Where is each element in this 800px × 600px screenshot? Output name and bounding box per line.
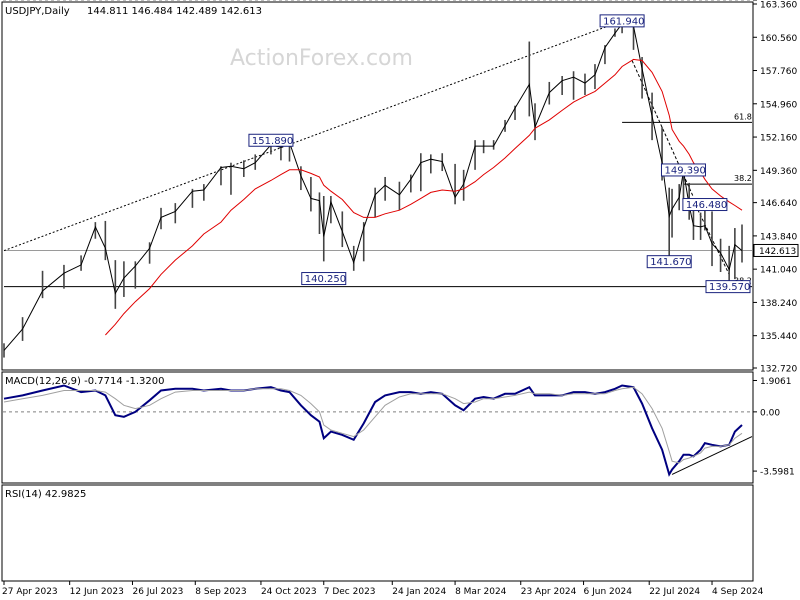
- symbol-label: USDJPY,Daily: [5, 6, 70, 17]
- price-tick-label: 138.240: [760, 299, 797, 309]
- price-label-box: [660, 163, 706, 177]
- macd-tick-label: -3.5981: [760, 468, 795, 478]
- price-tick-label: 160.560: [760, 34, 797, 44]
- price-tick-label: 152.160: [760, 134, 797, 144]
- time-tick-label: 8 Mar 2024: [455, 587, 507, 597]
- price-label-box: [705, 280, 751, 294]
- price-tick-label: 135.440: [760, 332, 797, 342]
- price-label-box: [682, 198, 728, 212]
- price-label-text: 161.940: [603, 16, 644, 27]
- rsi-tick-label: 100: [760, 0, 777, 3]
- price-tick-label: 143.840: [760, 232, 797, 242]
- time-tick-label: 12 Jun 2023: [70, 587, 124, 597]
- watermark-text: ActionForex.com: [230, 46, 413, 71]
- time-axis: 27 Apr 2023 12 Jun 2023 26 Jul 2023 8 Sep 2…: [2, 581, 764, 597]
- rsi-tick-label: 30: [760, 0, 772, 3]
- price-tick-label: 154.960: [760, 100, 797, 110]
- macd-panel-frame: [1, 371, 754, 484]
- last-price-label: 142.613: [759, 247, 796, 257]
- price-axis: 163.360 160.560 157.760 154.960 152.160 149.3…: [753, 1, 799, 375]
- moving-average-line: [105, 58, 743, 336]
- price-label-text: 140.250: [305, 274, 346, 285]
- last-price-tag: [753, 243, 799, 257]
- macd-tick-label: 1.9061: [760, 377, 792, 387]
- time-tick-label: 8 Sep 2023: [195, 587, 246, 597]
- time-tick-label: 7 Dec 2023: [324, 587, 376, 597]
- price-label-box: [248, 133, 294, 147]
- price-tick-label: 141.040: [760, 266, 797, 276]
- macd-support-trendline: [671, 436, 753, 475]
- price-label-text: 149.390: [664, 165, 705, 176]
- macd-line: [3, 384, 743, 477]
- price-label-text: 139.570: [709, 282, 750, 293]
- price-series-layer: [3, 21, 743, 358]
- time-tick-label: 24 Oct 2023: [261, 587, 317, 597]
- ohlc-readout: 144.811 146.484 142.489 142.613: [87, 6, 262, 17]
- price-tick-label: 132.720: [760, 365, 797, 375]
- macd-title: MACD(12,26,9) -0.7714 -1.3200: [5, 376, 165, 387]
- price-tick-label: 146.640: [760, 199, 797, 209]
- trendline: [3, 20, 623, 252]
- macd-axis: 1.9061 0.00 -3.5981: [753, 377, 795, 478]
- price-labels-layer: 151.890 140.250 161.940 149.390 141.670 146.4…: [248, 14, 751, 294]
- rsi-axis: 10070300: [753, 0, 777, 3]
- rsi-title: RSI(14) 42.9825: [5, 489, 86, 500]
- macd-layer: [3, 384, 753, 477]
- price-label-text: 141.670: [650, 257, 691, 268]
- price-tick-label: 157.760: [760, 67, 797, 77]
- time-tick-label: 6 Jun 2024: [584, 587, 633, 597]
- price-label-box: [599, 14, 645, 28]
- time-tick-label: 22 Jul 2024: [649, 587, 700, 597]
- time-tick-label: 23 Apr 2024: [521, 587, 577, 597]
- price-label-box: [646, 255, 692, 269]
- fib-level-label: 38.2: [734, 174, 752, 183]
- price-panel-frame: [1, 1, 754, 371]
- time-tick-label: 27 Apr 2023: [2, 587, 58, 597]
- moving-average-layer: [105, 58, 743, 336]
- rsi-panel-frame: [1, 484, 754, 582]
- rsi-tick-label: 70: [760, 0, 772, 3]
- fib-level-label: 61.8: [734, 112, 752, 121]
- price-label-text: 146.480: [686, 200, 727, 211]
- rsi-tick-label: 0: [760, 0, 766, 3]
- time-tick-label: 24 Jan 2024: [392, 587, 446, 597]
- price-tick-label: 149.360: [760, 167, 797, 177]
- time-tick-label: 4 Sep 2024: [712, 587, 764, 597]
- macd-signal-line: [3, 386, 743, 464]
- price-label-box: [301, 272, 347, 286]
- time-tick-label: 26 Jul 2023: [132, 587, 183, 597]
- price-label-text: 151.890: [252, 136, 293, 147]
- macd-tick-label: 0.00: [760, 408, 780, 418]
- price-tick-label: 163.360: [760, 1, 797, 11]
- price-close-line: [3, 23, 743, 351]
